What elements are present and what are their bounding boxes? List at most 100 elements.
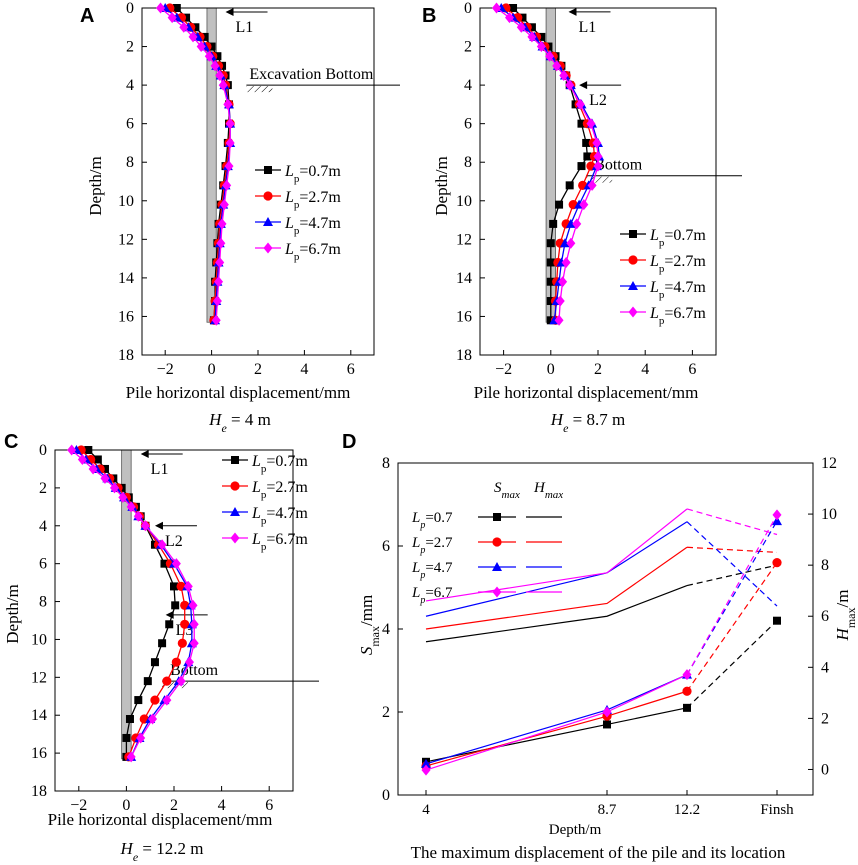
- panel-c-legend-label: Lp=0.7m: [251, 453, 308, 475]
- panel-c-data-point: [110, 482, 119, 494]
- panel-d-data-point: [683, 703, 691, 712]
- panel-b-subtitle: He = 8.7 m: [550, 410, 625, 435]
- panel-b-legend-marker: [628, 281, 638, 290]
- panel-c-data-point: [165, 620, 174, 629]
- panel-c-y-tick-label: 8: [39, 594, 47, 611]
- panel-c-data-point: [158, 639, 167, 648]
- panel-c-y-tick-label: 0: [39, 442, 47, 459]
- panel-c-legend-label: Lp=4.7m: [251, 505, 308, 527]
- panel-b-data-point: [593, 160, 603, 172]
- panel-d-right-tick-label: 4: [821, 659, 829, 676]
- panel-b-data-point: [546, 277, 555, 286]
- panel-a-legend-marker: [263, 242, 273, 254]
- panel-c-arrow-head: [154, 521, 163, 530]
- panel-d-x-tick-label: 8.7: [598, 802, 617, 818]
- panel-d-right-tick-label: 6: [821, 608, 829, 625]
- panel-d-left-tick-label: 8: [382, 455, 390, 472]
- panel-c-legend-marker: [230, 481, 240, 491]
- panel-c-x-tick-label: 4: [218, 797, 226, 814]
- panel-a-y-tick-label: 12: [118, 231, 134, 248]
- panel-c-y-tick-label: 2: [39, 480, 47, 497]
- panel-c-data-point: [134, 696, 143, 705]
- panel-c-data-point: [118, 491, 128, 503]
- panel-a-y-tick-label: 18: [118, 347, 134, 364]
- panel-b-y-tick-label: 2: [464, 39, 472, 56]
- panel-d-hmax-dashed-0.7: [686, 564, 778, 587]
- panel-c-data-point: [184, 656, 194, 668]
- panel-a-data-point: [214, 276, 224, 288]
- panel-b-y-tick-label: 8: [464, 154, 472, 171]
- panel-a-data-point: [182, 13, 191, 22]
- panel-c-y-tick-label: 12: [31, 669, 47, 686]
- panel-a-x-tick-label: −2: [157, 361, 174, 378]
- panel-b-data-point: [566, 237, 576, 249]
- panel-c-data-point: [180, 619, 190, 629]
- panel-b-x-tick-label: 0: [547, 361, 555, 378]
- panel-d-right-tick-label: 10: [821, 506, 837, 523]
- panel-d-hmax-line-6.7: [425, 508, 688, 602]
- panel-b-data-point: [559, 69, 569, 81]
- panel-c-y-tick-label: 16: [31, 745, 47, 762]
- panel-c-plot-frame: [54, 449, 294, 792]
- panel-b-legend-label: Lp=2.7m: [649, 253, 706, 275]
- panel-b-data-point: [592, 137, 602, 149]
- panel-a-y-tick-label: 6: [126, 116, 134, 133]
- panel-a-data-point: [225, 118, 235, 130]
- panel-d-data-point: [772, 516, 782, 526]
- panel-a-data-point: [191, 23, 200, 32]
- panel-c-arrow-head: [140, 450, 149, 458]
- panel-a-data-point: [196, 41, 206, 53]
- panel-b-data-point: [527, 23, 536, 32]
- panel-c-arrow-label-l1: L1: [151, 461, 169, 478]
- panel-b-ground-label: Bottom: [594, 157, 643, 174]
- panel-d-smax-dashed-4.7: [686, 520, 778, 675]
- panel-d-smax-dashed-2.7: [686, 562, 778, 692]
- panel-c-data-point: [122, 733, 131, 742]
- panel-b-x-tick-label: 6: [688, 361, 696, 378]
- panel-c-data-point: [84, 446, 93, 454]
- panel-c-data-point: [188, 599, 198, 611]
- panel-a-x-tick-label: 0: [208, 361, 216, 378]
- panel-c-data-point: [189, 618, 199, 630]
- panel-d-data-point: [602, 706, 612, 718]
- panel-c-data-point: [150, 695, 160, 705]
- panel-b-y-tick-label: 6: [464, 116, 472, 133]
- panel-b-data-point: [577, 119, 586, 128]
- panel-c-legend-marker: [230, 507, 240, 516]
- panel-a-chart: −2 0 2 4 6 0 2 4 6 8 10 12 14 16 18 Excavation Bottom L1…: [86, 0, 400, 435]
- panel-d-right-tick-label: 8: [821, 557, 829, 574]
- panel-d-right-tick-label: 0: [821, 761, 829, 778]
- panel-b-arrow-head: [568, 7, 577, 16]
- panel-b-data-point: [565, 218, 576, 228]
- panel-c-data-point: [171, 657, 181, 667]
- panel-a-y-tick-label: 14: [118, 270, 134, 287]
- panel-c-y-axis-label: Depth/m: [3, 584, 22, 644]
- panel-c-y-tick-label: 14: [31, 707, 47, 724]
- panel-b-arrow-label-l1: L1: [579, 19, 597, 36]
- panel-b-data-point: [516, 21, 526, 33]
- panel-b-data-point: [565, 181, 574, 190]
- panel-c-data-point: [143, 677, 152, 686]
- panel-d-hmax-line-4.7: [425, 521, 688, 617]
- panel-d-right-tick-label: 12: [821, 455, 837, 472]
- panel-a-plot-frame: [141, 7, 375, 356]
- panel-c-y-tick-label: 6: [39, 556, 47, 573]
- panel-a-y-tick-label: 2: [126, 39, 134, 56]
- panel-b-series-line-2.7m: [505, 7, 596, 321]
- panel-c-data-point: [150, 658, 159, 667]
- panel-b-data-point: [546, 297, 555, 306]
- panel-a-subtitle: He = 4 m: [208, 410, 271, 435]
- panel-b-legend-label: Lp=4.7m: [649, 279, 706, 301]
- panel-b-chart: −2 0 2 4 6 0 2 4 6 8 10 12 14 16 18 Bottom L1 L2 Lp=0.7m Lp…: [432, 0, 742, 435]
- panel-b-y-tick-label: 16: [456, 308, 472, 325]
- panel-a-data-point: [156, 2, 166, 14]
- panel-a-arrow-head: [225, 8, 234, 16]
- panel-a-data-point: [200, 32, 209, 41]
- panel-a-data-point: [212, 295, 222, 307]
- panel-b-legend-marker: [629, 230, 637, 238]
- panel-c-legend-marker: [230, 532, 240, 544]
- panel-b-data-point: [518, 13, 527, 22]
- panel-a-data-point: [216, 237, 226, 249]
- panel-c-data-point: [160, 559, 169, 568]
- panel-b-data-point: [586, 118, 596, 130]
